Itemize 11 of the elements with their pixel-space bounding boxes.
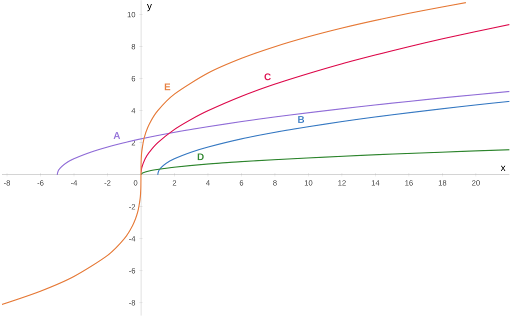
series-label: A	[114, 132, 120, 139]
series-label: C	[264, 73, 271, 80]
series-label: B	[298, 116, 304, 123]
line-series	[140, 149, 510, 176]
line-series	[56, 90, 510, 176]
x-axis-title: x	[500, 166, 506, 171]
y-axis-title: y	[147, 4, 152, 12]
series-label: D	[198, 154, 204, 160]
line-series	[1, 2, 466, 306]
series-label: E	[164, 84, 170, 90]
line-series	[157, 100, 510, 176]
